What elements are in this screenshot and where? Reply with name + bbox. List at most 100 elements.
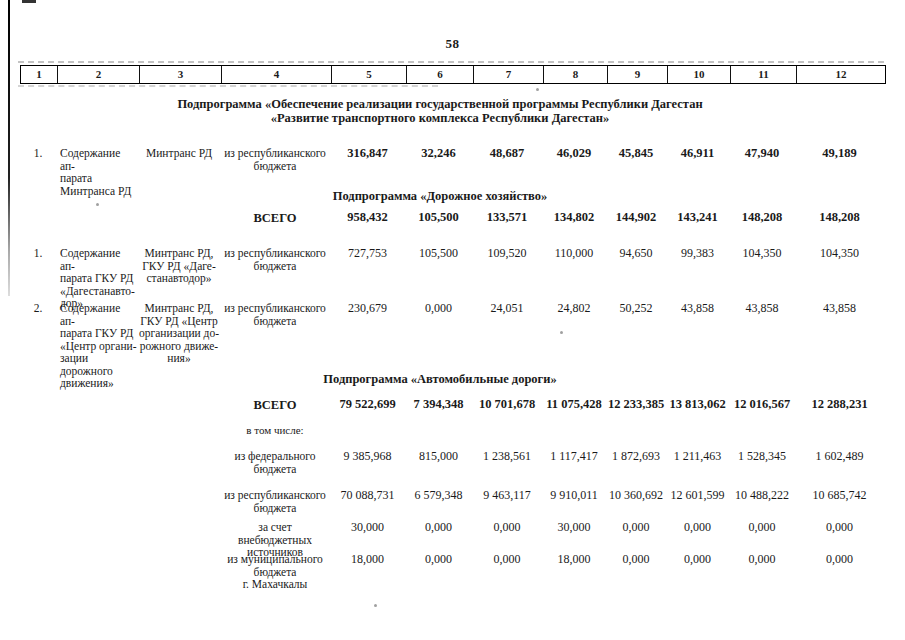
row-value: 30,000 <box>542 521 606 534</box>
scan-dashed-line-bottom <box>18 85 438 87</box>
row-value: 0,000 <box>729 521 795 534</box>
scan-speck <box>96 203 99 206</box>
total-value: 143,241 <box>666 211 729 224</box>
row-value: 1 528,345 <box>729 450 795 463</box>
column-header-cell: 6 <box>406 66 473 83</box>
row-value: 0,000 <box>795 521 884 534</box>
scan-speck <box>374 604 377 607</box>
row-value: 32,246 <box>405 147 472 160</box>
row-value: 109,520 <box>472 247 542 260</box>
row-value: 105,500 <box>405 247 472 260</box>
column-header-cell: 8 <box>543 66 607 83</box>
scan-speck <box>536 88 539 91</box>
total-value: 13 813,062 <box>666 398 729 411</box>
row-value: 94,650 <box>606 247 666 260</box>
row-value: 50,252 <box>606 302 666 315</box>
row-value: 0,000 <box>472 521 542 534</box>
total-row: ВСЕГО 958,432 105,500 133,571 134,802 14… <box>20 211 884 226</box>
row-value: 70 088,731 <box>330 489 405 502</box>
row-executor: Минтранс РД <box>138 147 220 160</box>
total-value: 11 075,428 <box>542 398 606 411</box>
row-value: 45,845 <box>606 147 666 160</box>
breakdown-row: из федерального бюджета 9 385,968 815,00… <box>20 450 884 475</box>
column-header-cell: 12 <box>796 66 885 83</box>
row-value: 99,383 <box>666 247 729 260</box>
row-value: 0,000 <box>666 553 729 566</box>
row-value: 10 360,692 <box>606 489 666 502</box>
row-value: 46,029 <box>542 147 606 160</box>
row-value: 1 602,489 <box>795 450 884 463</box>
row-value: 727,753 <box>330 247 405 260</box>
row-funding-source: из республиканского бюджета <box>220 247 330 272</box>
column-header-cell: 9 <box>607 66 667 83</box>
row-value: 6 579,348 <box>405 489 472 502</box>
column-header-cell: 10 <box>667 66 730 83</box>
row-value: 43,858 <box>666 302 729 315</box>
section-title-realization: Подпрограмма «Обеспечение реализации гос… <box>0 97 880 125</box>
row-value: 24,802 <box>542 302 606 315</box>
total-row: ВСЕГО 79 522,699 7 394,348 10 701,678 11… <box>20 398 884 413</box>
total-value: 12 016,567 <box>729 398 795 411</box>
row-value: 110,000 <box>542 247 606 260</box>
row-value: 10 488,222 <box>729 489 795 502</box>
row-value: 316,847 <box>330 147 405 160</box>
total-value: 105,500 <box>405 211 472 224</box>
row-funding-source: из федерального бюджета <box>220 450 330 475</box>
row-value: 49,189 <box>795 147 884 160</box>
row-funding-source: из республиканского бюджета <box>220 147 330 172</box>
row-value: 815,000 <box>405 450 472 463</box>
section-title-roads: Подпрограмма «Автомобильные дороги» <box>0 372 880 386</box>
row-value: 104,350 <box>729 247 795 260</box>
row-value: 43,858 <box>729 302 795 315</box>
column-header-cell: 3 <box>139 66 221 83</box>
row-number: 1. <box>20 247 56 260</box>
column-header-cell: 4 <box>221 66 331 83</box>
row-value: 24,051 <box>472 302 542 315</box>
row-value: 1 872,693 <box>606 450 666 463</box>
column-header-cell: 2 <box>57 66 139 83</box>
total-value: 133,571 <box>472 211 542 224</box>
row-value: 46,911 <box>666 147 729 160</box>
scan-top-tick <box>22 0 36 3</box>
row-value: 10 685,742 <box>795 489 884 502</box>
breakdown-row: из муниципального бюджета г. Махачкалы 1… <box>20 553 884 591</box>
section-title-road-economy: Подпрограмма «Дорожное хозяйство» <box>0 189 880 203</box>
total-value: 958,432 <box>330 211 405 224</box>
row-value: 0,000 <box>405 553 472 566</box>
column-header-cell: 5 <box>331 66 406 83</box>
total-value: 134,802 <box>542 211 606 224</box>
row-value: 0,000 <box>729 553 795 566</box>
row-value: 0,000 <box>405 521 472 534</box>
row-value: 1 117,417 <box>542 450 606 463</box>
row-value: 18,000 <box>330 553 405 566</box>
row-value: 9 910,011 <box>542 489 606 502</box>
row-funding-source: из муниципального бюджета г. Махачкалы <box>220 553 330 591</box>
row-value: 0,000 <box>472 553 542 566</box>
breakdown-row: из республиканского бюджета 70 088,731 6… <box>20 489 884 514</box>
row-value: 1 238,561 <box>472 450 542 463</box>
row-value: 0,000 <box>405 302 472 315</box>
row-funding-source: из республиканского бюджета <box>220 302 330 327</box>
row-value: 30,000 <box>330 521 405 534</box>
row-value: 0,000 <box>666 521 729 534</box>
row-value: 0,000 <box>606 553 666 566</box>
row-name: Содержание ап- парата ГКУ РД «Дагестанав… <box>56 247 138 310</box>
row-value: 18,000 <box>542 553 606 566</box>
section-title-line2: «Развитие транспортного комплекса Респуб… <box>0 111 880 125</box>
row-value: 9 463,117 <box>472 489 542 502</box>
column-header-cell: 1 <box>21 66 57 83</box>
including-label: в том числе: <box>220 424 330 436</box>
row-value: 48,687 <box>472 147 542 160</box>
row-value: 12 601,599 <box>666 489 729 502</box>
total-value: 148,208 <box>795 211 884 224</box>
row-value: 0,000 <box>795 553 884 566</box>
total-value: 12 233,385 <box>606 398 666 411</box>
total-value: 7 394,348 <box>405 398 472 411</box>
row-executor: Минтранс РД, ГКУ РД «Центр организации д… <box>138 302 220 365</box>
section-title-line1: Подпрограмма «Обеспечение реализации гос… <box>0 97 880 111</box>
row-number: 1. <box>20 147 56 160</box>
including-row: в том числе: <box>20 424 884 436</box>
total-value: 12 288,231 <box>795 398 884 411</box>
row-number: 2. <box>20 302 56 315</box>
total-label: ВСЕГО <box>220 398 330 413</box>
